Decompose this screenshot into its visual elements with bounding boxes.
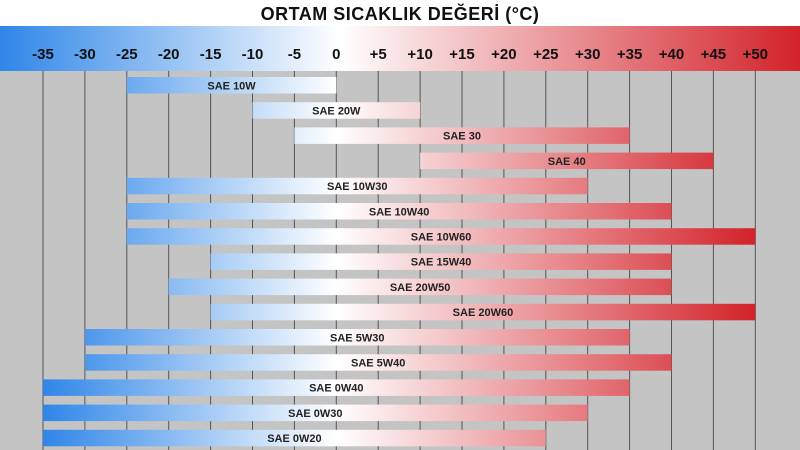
x-tick-label: +25 (533, 46, 558, 63)
x-tick-label: 0 (332, 46, 340, 63)
chart-title: ORTAM SICAKLIK DEĞERİ (°C) (261, 3, 540, 24)
bars: SAE 10W SAE 20W SAE 30 SAE 40 SAE 10W30 SAE 1… (43, 77, 756, 447)
bar-sae-0w30 (43, 404, 588, 422)
bar-label: SAE 20W (312, 105, 361, 117)
x-tick-label: -5 (288, 46, 301, 63)
bar-label: SAE 10W60 (411, 231, 472, 243)
bar-label: SAE 10W (207, 80, 256, 92)
x-tick-label: +30 (575, 46, 600, 63)
x-tick-label: +45 (701, 46, 726, 63)
x-tick-label: -30 (74, 46, 96, 63)
bar-label: SAE 10W40 (369, 206, 430, 218)
bar-sae-15w40 (210, 253, 672, 270)
bar-sae-10w (126, 77, 337, 94)
bar-sae-10w40 (126, 203, 672, 220)
bar-label: SAE 20W60 (453, 307, 514, 319)
x-tick-label: +10 (407, 46, 432, 63)
x-tick-label: +20 (491, 46, 516, 63)
bar-sae-0w40 (43, 379, 630, 396)
bar-label: SAE 0W30 (288, 408, 342, 420)
bar-sae-20w (252, 102, 421, 119)
x-tick-label: +15 (449, 46, 474, 63)
temperature-scale-band (0, 26, 800, 71)
bar-label: SAE 0W20 (267, 433, 321, 445)
x-tick-label: -20 (158, 46, 180, 63)
bar-sae-20w60 (210, 303, 756, 321)
x-tick-label: +40 (659, 46, 684, 63)
bar-sae-5w30 (84, 329, 630, 346)
bar-label: SAE 0W40 (309, 383, 363, 395)
bar-sae-10w60 (126, 228, 756, 245)
x-tick-label: +35 (617, 46, 642, 63)
x-tick-label: +50 (743, 46, 768, 63)
x-tick-label: -10 (242, 46, 264, 63)
bar-sae-0w20 (43, 429, 546, 447)
bar-label: SAE 40 (548, 156, 586, 168)
bar-label: SAE 20W50 (390, 282, 451, 294)
bar-sae-30 (294, 127, 630, 144)
bar-label: SAE 10W30 (327, 181, 388, 193)
bar-label: SAE 30 (443, 131, 481, 143)
bar-sae-5w40 (84, 354, 672, 371)
bar-sae-40 (420, 152, 714, 170)
x-tick-label: -25 (116, 46, 138, 63)
x-tick-labels: -35 -30 -25 -20 -15 -10 -5 0 +5 +10 +15 +20 +25 +30 +3… (32, 46, 768, 63)
bar-label: SAE 15W40 (411, 257, 472, 269)
bar-label: SAE 5W40 (351, 357, 405, 369)
x-tick-label: -35 (32, 46, 54, 63)
x-tick-label: +5 (370, 46, 387, 63)
bar-sae-10w30 (126, 177, 588, 195)
x-tick-label: -15 (200, 46, 222, 63)
bar-sae-20w50 (168, 278, 672, 296)
bar-label: SAE 5W30 (330, 332, 384, 344)
